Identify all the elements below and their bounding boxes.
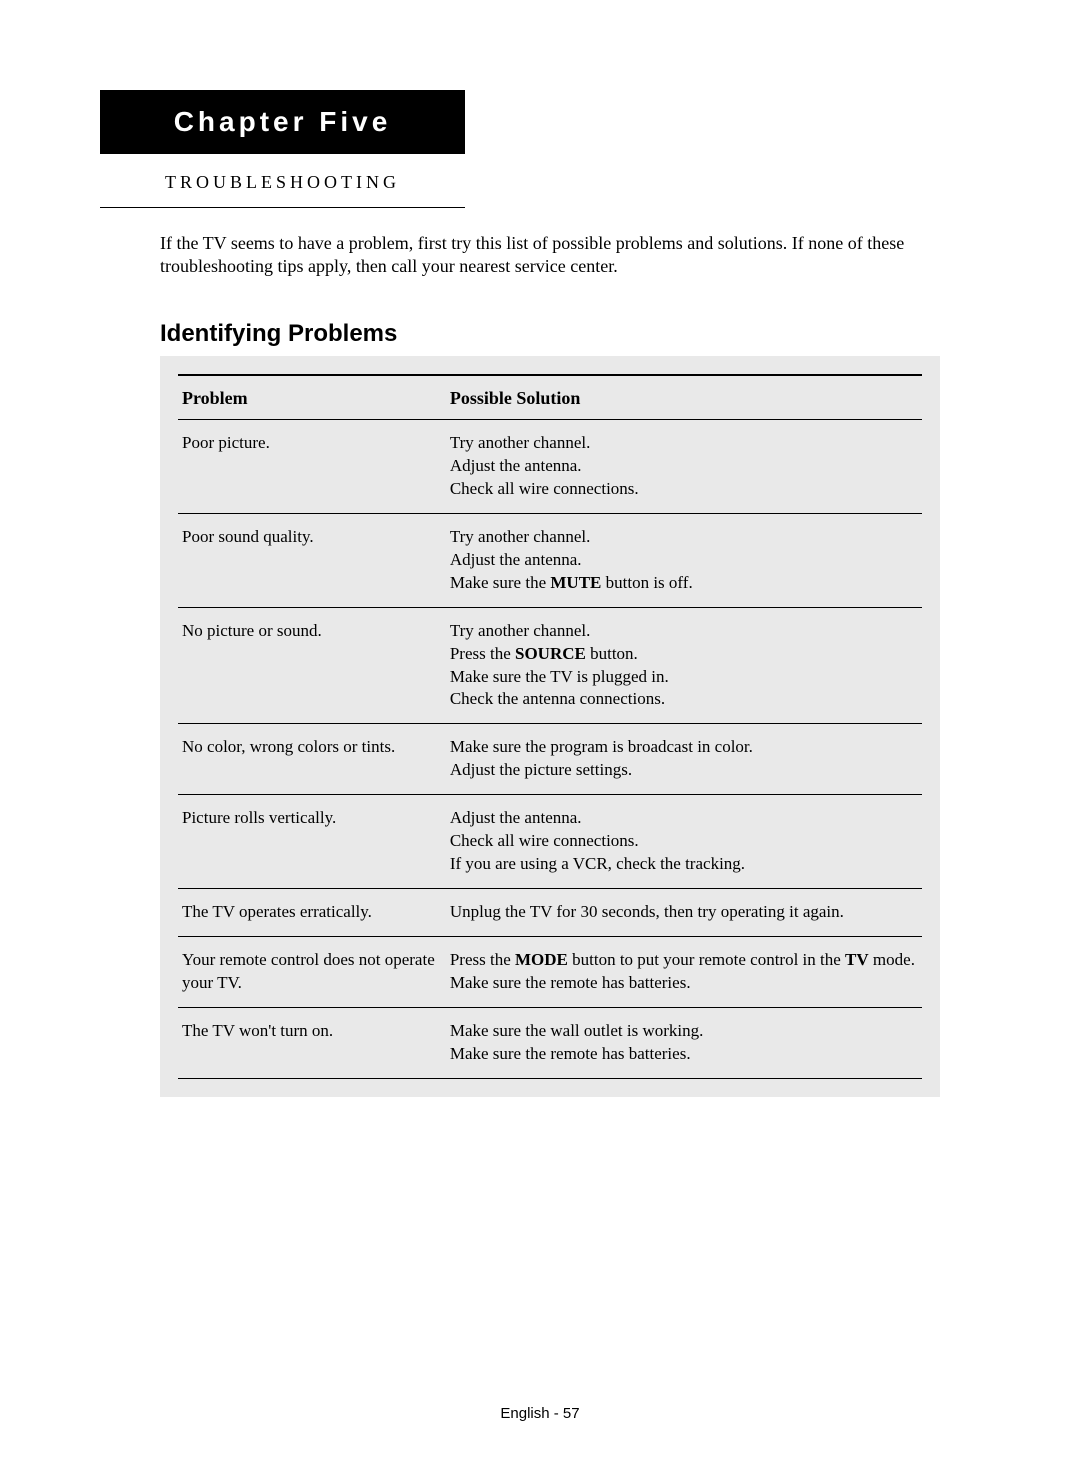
th-problem: Problem — [178, 375, 446, 420]
td-solution: Try another channel.Adjust the antenna.M… — [446, 513, 922, 607]
intro-paragraph: If the TV seems to have a problem, first… — [160, 232, 940, 279]
table-row: The TV operates erratically.Unplug the T… — [178, 889, 922, 937]
table-header-row: Problem Possible Solution — [178, 375, 922, 420]
chapter-title: Chapter Five — [100, 90, 465, 154]
td-solution: Press the MODE button to put your remote… — [446, 937, 922, 1008]
td-problem: The TV won't turn on. — [178, 1007, 446, 1078]
td-solution: Make sure the wall outlet is working.Mak… — [446, 1007, 922, 1078]
table-row: The TV won't turn on.Make sure the wall … — [178, 1007, 922, 1078]
section-heading: Identifying Problems — [160, 320, 397, 348]
td-solution: Unplug the TV for 30 seconds, then try o… — [446, 889, 922, 937]
td-problem: Picture rolls vertically. — [178, 795, 446, 889]
td-solution: Try another channel.Press the SOURCE but… — [446, 607, 922, 724]
td-problem: No picture or sound. — [178, 607, 446, 724]
td-solution: Adjust the antenna.Check all wire connec… — [446, 795, 922, 889]
td-problem: Poor picture. — [178, 420, 446, 514]
td-problem: Poor sound quality. — [178, 513, 446, 607]
table-row: Picture rolls vertically.Adjust the ante… — [178, 795, 922, 889]
table-row: Poor picture.Try another channel.Adjust … — [178, 420, 922, 514]
troubleshooting-table-wrap: Problem Possible Solution Poor picture.T… — [160, 356, 940, 1097]
chapter-header: Chapter Five TROUBLESHOOTING — [100, 90, 465, 208]
chapter-subtitle-box: TROUBLESHOOTING — [100, 154, 465, 208]
table-row: Your remote control does not operate you… — [178, 937, 922, 1008]
th-solution: Possible Solution — [446, 375, 922, 420]
table-row: No color, wrong colors or tints.Make sur… — [178, 724, 922, 795]
td-problem: No color, wrong colors or tints. — [178, 724, 446, 795]
page-footer: English - 57 — [0, 1405, 1080, 1422]
troubleshooting-table: Problem Possible Solution Poor picture.T… — [178, 374, 922, 1079]
table-body: Poor picture.Try another channel.Adjust … — [178, 420, 922, 1079]
td-problem: Your remote control does not operate you… — [178, 937, 446, 1008]
table-row: No picture or sound.Try another channel.… — [178, 607, 922, 724]
td-solution: Make sure the program is broadcast in co… — [446, 724, 922, 795]
chapter-subtitle: TROUBLESHOOTING — [165, 172, 400, 192]
td-solution: Try another channel.Adjust the antenna.C… — [446, 420, 922, 514]
table-row: Poor sound quality.Try another channel.A… — [178, 513, 922, 607]
td-problem: The TV operates erratically. — [178, 889, 446, 937]
